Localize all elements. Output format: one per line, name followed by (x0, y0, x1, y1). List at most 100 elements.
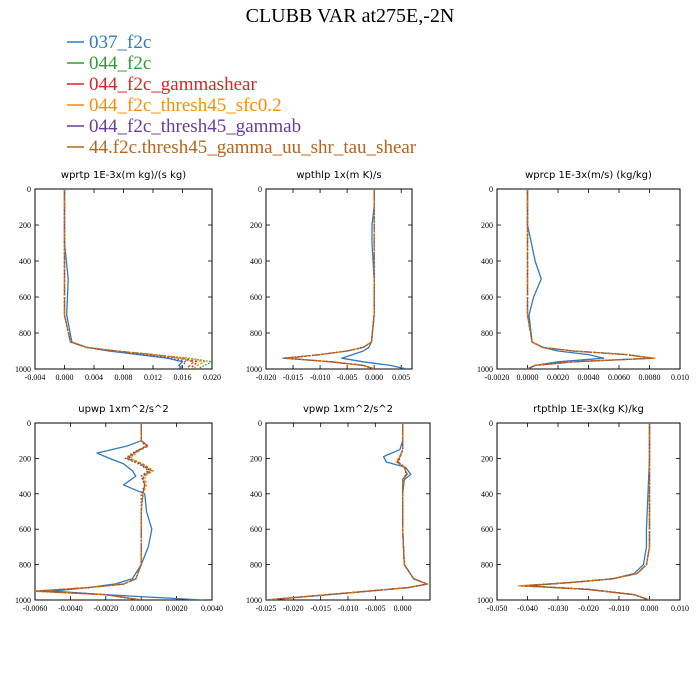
series-line-2 (523, 423, 651, 600)
legend-label: 44.f2c.thresh45_gamma_uu_shr_tau_shear (89, 137, 417, 158)
y-tick-label: 200 (250, 221, 262, 230)
x-tick-label: 0.016 (174, 373, 192, 382)
panel-title: wprtp 1E-3x(m kg)/(s kg) (61, 170, 186, 181)
y-tick-label: 0 (489, 419, 493, 428)
x-tick-label: 0.010 (671, 604, 689, 613)
panel-1: wprtp 1E-3x(m kg)/(s kg) 0 200 400 600 800 100… (15, 170, 221, 382)
panel-4: upwp 1xm^2/s^2 0 200 400 600 800 1000-0.0060 -0… (15, 404, 223, 613)
y-tick-label: 0 (258, 419, 262, 428)
series-line-1 (526, 423, 651, 600)
y-tick-label: 600 (19, 525, 31, 534)
y-tick-label: 800 (481, 561, 493, 570)
x-tick-label: 0.000 (365, 373, 383, 382)
x-tick-label: -0.030 (548, 604, 569, 613)
x-tick-label: -0.0020 (485, 373, 510, 382)
legend-label: 044_f2c_thresh45_sfc0.2 (89, 95, 282, 116)
series-line-5 (63, 189, 187, 369)
series-line-5 (523, 423, 651, 600)
plot-frame (34, 422, 213, 601)
panel-title: upwp 1xm^2/s^2 (78, 404, 168, 415)
x-tick-label: -0.020 (256, 373, 277, 382)
x-tick-label: 0.008 (115, 373, 133, 382)
series-line-6 (286, 189, 375, 369)
series-line-2 (35, 423, 153, 600)
x-tick-label: -0.015 (283, 373, 304, 382)
panel-title: wprcp 1E-3x(m/s) (kg/kg) (525, 170, 652, 181)
x-tick-label: 0.0020 (166, 604, 188, 613)
x-tick-label: 0.0080 (639, 373, 661, 382)
plot-frame (34, 188, 213, 370)
y-tick-label: 400 (481, 490, 493, 499)
x-tick-label: 0.012 (144, 373, 162, 382)
x-tick-label: -0.020 (283, 604, 304, 613)
series-line-4 (286, 189, 375, 369)
legend-label: 037_f2c (89, 32, 151, 53)
x-tick-label: -0.020 (578, 604, 599, 613)
x-tick-label: 0.0040 (201, 604, 223, 613)
y-tick-label: 600 (250, 293, 262, 302)
y-tick-label: 0 (489, 185, 493, 194)
legend: 037_f2c044_f2c044_f2c_gammashear044_f2c_… (67, 32, 417, 158)
plot-frame (496, 422, 681, 601)
y-tick-label: 1000 (15, 596, 31, 605)
panel-2: wpthlp 1x(m K)/s02004006008001000-0.020-… (246, 170, 413, 382)
x-tick-label: -0.050 (487, 604, 508, 613)
series-line-3 (37, 423, 151, 600)
series-line-2 (526, 189, 655, 369)
x-tick-label: 0.000 (641, 604, 659, 613)
series-line-4 (63, 189, 206, 369)
panel-5: vpwp 1xm^2/s^2 0 200 400 600 800 1000-0.025 -0.… (246, 404, 431, 613)
x-tick-label: -0.004 (25, 373, 46, 382)
x-tick-label: -0.0040 (58, 604, 83, 613)
y-tick-label: 1000 (246, 365, 262, 374)
series-line-1 (526, 189, 605, 369)
series-line-3 (284, 189, 375, 369)
y-tick-label: 400 (19, 490, 31, 499)
y-tick-label: 600 (481, 293, 493, 302)
y-tick-label: 0 (258, 185, 262, 194)
panel-6: rtpthlp 1E-3x(kg K)/kg02004006008001000-… (477, 404, 689, 613)
y-tick-label: 1000 (477, 596, 493, 605)
series-line-1 (52, 423, 204, 600)
y-tick-label: 200 (481, 454, 493, 463)
series-line-4 (526, 189, 657, 369)
y-tick-label: 0 (27, 185, 31, 194)
series-line-3 (520, 423, 651, 600)
series-line-1 (63, 189, 184, 369)
series-line-4 (517, 423, 651, 600)
series-line-6 (266, 423, 428, 600)
x-tick-label: 0.000 (394, 604, 412, 613)
y-tick-label: 400 (481, 257, 493, 266)
series-line-4 (35, 423, 155, 600)
legend-label: 044_f2c_thresh45_gammab (89, 116, 301, 137)
x-tick-label: 0.020 (203, 373, 221, 382)
panel-title: rtpthlp 1E-3x(kg K)/kg (533, 404, 644, 415)
y-tick-label: 400 (250, 257, 262, 266)
x-tick-label: 0.000 (56, 373, 74, 382)
panel-title: vpwp 1xm^2/s^2 (303, 404, 393, 415)
series-line-6 (63, 189, 195, 369)
x-tick-label: -0.015 (310, 604, 331, 613)
x-tick-label: 0.004 (85, 373, 103, 382)
y-tick-label: 800 (250, 561, 262, 570)
y-tick-label: 800 (481, 329, 493, 338)
y-tick-label: 600 (19, 293, 31, 302)
x-tick-label: -0.025 (256, 604, 277, 613)
x-tick-label: 0.005 (392, 373, 410, 382)
x-tick-label: 0.0060 (608, 373, 630, 382)
series-line-6 (35, 423, 153, 600)
series-line-5 (39, 423, 149, 600)
y-tick-label: 1000 (246, 596, 262, 605)
x-tick-label: 0.0000 (130, 604, 152, 613)
series-line-3 (63, 189, 198, 369)
series-line-4 (266, 423, 428, 600)
x-tick-label: -0.040 (517, 604, 538, 613)
series-line-2 (63, 189, 212, 369)
x-tick-label: 0.0040 (578, 373, 600, 382)
y-tick-label: 0 (27, 419, 31, 428)
series-line-6 (526, 189, 654, 369)
y-tick-label: 200 (19, 221, 31, 230)
y-tick-label: 600 (481, 525, 493, 534)
y-tick-label: 200 (19, 454, 31, 463)
